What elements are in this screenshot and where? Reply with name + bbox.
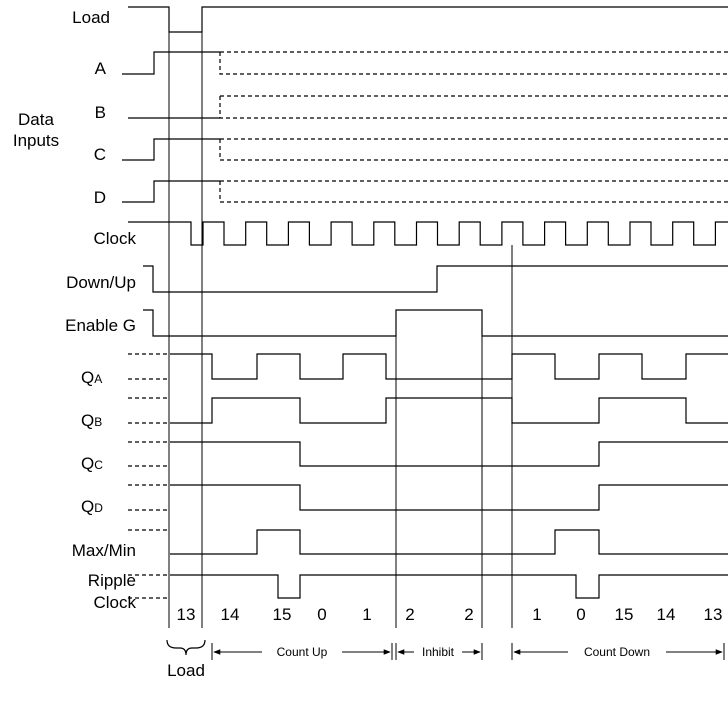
label-ripple-2: Clock (93, 593, 136, 612)
label-load: Load (72, 8, 110, 27)
label-max-min: Max/Min (72, 541, 136, 560)
waveform-c-dashed-low (219, 139, 728, 161)
count-value: 0 (317, 605, 326, 624)
count-value: 14 (657, 605, 676, 624)
label-qc: QC (81, 454, 103, 473)
waveform-a (122, 51, 220, 75)
waveform-max-min (170, 529, 728, 555)
count-value: 1 (532, 605, 541, 624)
label-qb: QB (81, 411, 102, 430)
label-data-inputs-1: Data (18, 110, 54, 129)
count-value: 2 (405, 605, 414, 624)
waveform-d (122, 180, 220, 203)
waveform-load (128, 6, 728, 33)
waveform-c (122, 138, 220, 161)
phase-count-down: Count Down (584, 645, 650, 659)
label-down-up: Down/Up (66, 273, 136, 292)
waveform-a-dashed-low (219, 52, 728, 75)
count-value: 13 (177, 605, 196, 624)
count-value: 13 (704, 605, 723, 624)
count-value: 2 (464, 605, 473, 624)
label-d: D (94, 188, 106, 207)
count-value: 0 (576, 605, 585, 624)
load-bracket (166, 639, 206, 656)
load-bracket-label: Load (167, 661, 205, 680)
count-value: 15 (615, 605, 634, 624)
label-qa: QA (81, 368, 102, 387)
label-enable-g: Enable G (65, 316, 136, 335)
waveform-clock (128, 221, 728, 246)
waveform-qd (170, 484, 728, 511)
label-clock: Clock (93, 229, 136, 248)
waveform-b-dashed-low (219, 96, 728, 119)
phase-inhibit: Inhibit (422, 645, 455, 659)
waveform-d-dashed-low (219, 181, 728, 203)
waveform-qb (170, 397, 728, 424)
waveform-enable-g (143, 309, 728, 337)
label-data-inputs-2: Inputs (13, 131, 59, 150)
count-value: 14 (221, 605, 240, 624)
phase-count-up: Count Up (277, 645, 328, 659)
label-c: C (94, 145, 106, 164)
label-b: B (95, 103, 106, 122)
waveform-qa (170, 353, 728, 380)
count-value: 15 (273, 605, 292, 624)
label-ripple-1: Ripple (88, 571, 136, 590)
waveform-ripple-clock (170, 574, 728, 599)
waveform-qc (170, 441, 728, 467)
waveform-down-up (143, 265, 728, 293)
label-a: A (95, 59, 107, 78)
label-qd: QD (81, 497, 103, 516)
count-value: 1 (362, 605, 371, 624)
